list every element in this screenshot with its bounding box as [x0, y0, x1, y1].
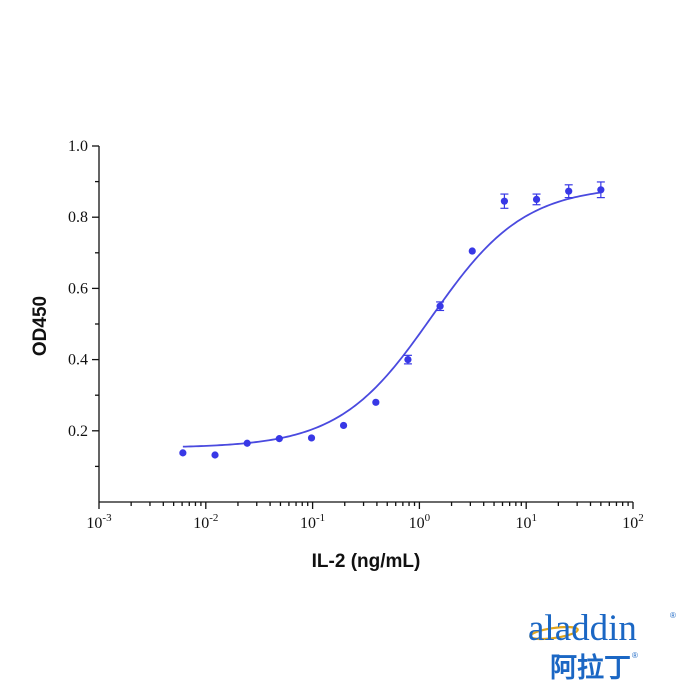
axis-ticks: 10-3 10-2 10-1 100 101 102 0.2 0.4 0.6 0.8 1.0 [68, 138, 644, 532]
y-tick-label: 0.8 [68, 209, 88, 226]
x-tick-label: 10-2 [193, 512, 218, 532]
y-tick-label: 0.2 [68, 423, 88, 440]
data-point [179, 449, 187, 457]
x-tick-label: 100 [409, 512, 431, 532]
logo-reg-mark: ® [670, 611, 676, 620]
data-point [436, 302, 444, 310]
plot-area [179, 181, 605, 459]
data-point [468, 247, 476, 255]
data-point [500, 197, 508, 205]
y-tick-label: 1.0 [68, 138, 88, 155]
x-tick-label: 101 [515, 512, 537, 532]
aladdin-logo: aladdin ® 阿拉丁 ® [528, 608, 676, 684]
fit-curve [182, 191, 601, 448]
data-point [597, 186, 605, 194]
y-tick-label: 0.6 [68, 280, 88, 297]
logo-swoosh-icon [529, 625, 579, 641]
logo-wordmark: aladdin [528, 608, 637, 649]
data-point [243, 439, 251, 447]
x-axis-title: IL-2 (ng/mL) [312, 551, 421, 572]
data-point [307, 434, 316, 442]
data-point [372, 398, 380, 406]
data-point [275, 435, 283, 443]
y-tick-label: 0.4 [68, 352, 88, 369]
x-tick-label: 102 [622, 512, 644, 532]
logo-chinese: 阿拉丁 [550, 652, 631, 684]
data-point [565, 187, 573, 195]
y-axis-title: OD450 [30, 296, 51, 356]
data-point [532, 195, 541, 203]
data-point [211, 451, 219, 459]
data-point [404, 356, 412, 364]
data-point [339, 421, 348, 430]
logo-reg-mark-cn: ® [632, 651, 638, 660]
x-tick-label: 10-1 [300, 512, 325, 532]
x-tick-label: 10-3 [86, 512, 112, 532]
